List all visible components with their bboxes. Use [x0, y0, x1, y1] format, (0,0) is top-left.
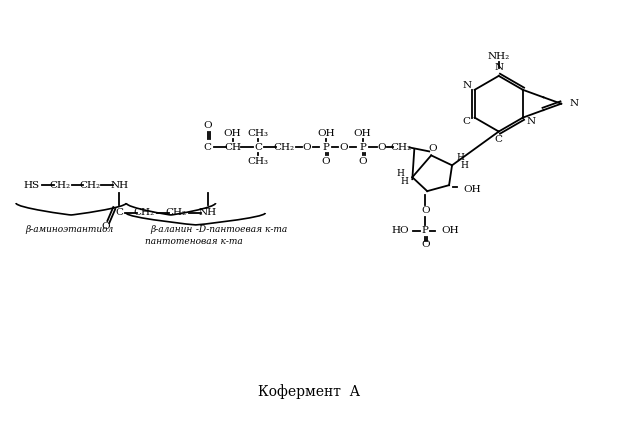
Text: пантотеновая к-та: пантотеновая к-та — [145, 237, 243, 246]
Text: H: H — [400, 177, 408, 186]
Text: C: C — [463, 117, 471, 126]
Text: OH: OH — [463, 185, 481, 194]
Text: CH₂: CH₂ — [79, 181, 100, 190]
Text: H: H — [456, 153, 464, 162]
Text: OH: OH — [354, 129, 371, 138]
Text: N: N — [526, 117, 535, 126]
Text: NH₂: NH₂ — [488, 51, 510, 61]
Text: CH₂: CH₂ — [274, 143, 295, 152]
Text: C: C — [495, 135, 502, 144]
Text: N: N — [462, 81, 472, 91]
Text: HO: HO — [392, 226, 409, 235]
Text: β-аминоэтантиол: β-аминоэтантиол — [25, 225, 114, 234]
Text: CH₃: CH₃ — [248, 157, 269, 166]
Text: O: O — [421, 206, 430, 216]
Text: P: P — [359, 143, 366, 152]
Text: CH₂: CH₂ — [133, 208, 154, 218]
Text: NH: NH — [110, 181, 129, 190]
Text: CH: CH — [224, 143, 241, 152]
Text: O: O — [321, 157, 330, 166]
Text: C: C — [204, 143, 212, 152]
Text: P: P — [323, 143, 329, 152]
Text: O: O — [421, 240, 430, 249]
Text: O: O — [303, 143, 311, 152]
Text: HS: HS — [24, 181, 40, 190]
Text: -D-пантоевая к-та: -D-пантоевая к-та — [193, 225, 287, 234]
Text: C: C — [116, 208, 123, 218]
Text: O: O — [101, 222, 109, 232]
Text: CH₂: CH₂ — [166, 208, 187, 218]
Text: Кофермент  А: Кофермент А — [258, 384, 360, 399]
Text: OH: OH — [224, 129, 241, 138]
Text: O: O — [339, 143, 348, 152]
Text: OH: OH — [317, 129, 335, 138]
Text: CH₂: CH₂ — [49, 181, 70, 190]
Text: NH: NH — [198, 208, 217, 218]
Text: β-аланин: β-аланин — [150, 225, 192, 234]
Text: OH: OH — [441, 226, 459, 235]
Text: N: N — [569, 99, 578, 108]
Text: C: C — [255, 143, 262, 152]
Text: O: O — [377, 143, 386, 152]
Text: P: P — [422, 226, 429, 235]
Text: H: H — [460, 161, 468, 170]
Text: H: H — [397, 169, 404, 178]
Text: O: O — [358, 157, 367, 166]
Text: CH₃: CH₃ — [248, 129, 269, 138]
Text: O: O — [429, 144, 438, 153]
Text: O: O — [203, 121, 212, 130]
Text: N: N — [494, 64, 503, 72]
Text: CH₂: CH₂ — [391, 143, 412, 152]
